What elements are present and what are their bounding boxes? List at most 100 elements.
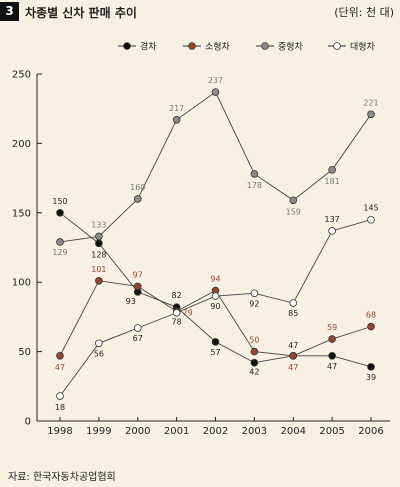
data-point xyxy=(172,116,181,124)
data-label: 42 xyxy=(249,368,259,377)
data-label: 18 xyxy=(55,403,65,412)
data-label: 78 xyxy=(172,318,182,327)
data-label: 150 xyxy=(52,197,67,206)
data-label: 159 xyxy=(286,207,301,216)
data-point xyxy=(367,215,375,224)
data-point xyxy=(56,238,64,246)
data-label: 128 xyxy=(91,250,106,259)
data-label: 137 xyxy=(324,215,339,224)
data-point xyxy=(172,308,181,317)
x-tick-label: 2001 xyxy=(164,426,189,437)
legend-label: 대형차 xyxy=(350,41,376,53)
data-point xyxy=(211,292,220,300)
data-label: 47 xyxy=(327,362,337,371)
data-labels: 150 128 93 82 57 42 47 47 39 47 101 97 79 94 50 47 59 68 1… xyxy=(52,76,378,412)
data-point xyxy=(133,324,142,332)
x-tick-label: 2002 xyxy=(203,426,228,437)
data-point xyxy=(250,170,259,178)
x-tick-label: 2003 xyxy=(242,426,267,437)
data-label: 59 xyxy=(327,323,337,332)
unit-label: (단위: 천 대) xyxy=(334,6,394,19)
legend-marker xyxy=(188,42,196,50)
axes: 0 50 100 150 200 250 1998 1999 2000 2001 2002 2003 2… xyxy=(12,70,390,437)
data-label: 217 xyxy=(169,104,184,113)
data-label: 92 xyxy=(249,299,259,308)
data-point xyxy=(250,347,259,356)
x-tick-label: 2005 xyxy=(319,426,344,437)
y-tick-label: 200 xyxy=(12,139,31,150)
data-label: 160 xyxy=(130,183,145,192)
data-point xyxy=(211,338,220,346)
data-label: 47 xyxy=(288,363,298,372)
data-label: 97 xyxy=(133,270,143,279)
legend-label: 중형차 xyxy=(278,41,304,53)
y-tick-label: 250 xyxy=(12,70,31,81)
x-tick-label: 2004 xyxy=(281,426,306,437)
data-point xyxy=(95,339,103,348)
data-label: 68 xyxy=(366,311,376,320)
chart-header: 3 차종별 신차 판매 추이 (단위: 천 대) xyxy=(0,0,400,24)
data-point xyxy=(289,351,298,360)
chart-title: 차종별 신차 판매 추이 xyxy=(25,6,137,20)
x-tick-label: 1998 xyxy=(47,426,72,437)
legend-marker xyxy=(123,42,131,50)
data-label: 145 xyxy=(363,204,378,213)
data-label: 85 xyxy=(288,309,298,318)
data-point xyxy=(328,351,336,360)
y-tick-label: 0 xyxy=(25,417,31,428)
data-label: 50 xyxy=(249,336,259,345)
source-note: 자료: 한국자동차공업협회 xyxy=(8,472,116,483)
data-point xyxy=(56,392,64,400)
data-label: 39 xyxy=(366,373,376,382)
data-point xyxy=(289,196,298,205)
data-label: 56 xyxy=(94,349,104,358)
data-label: 178 xyxy=(247,181,262,190)
data-point xyxy=(95,277,103,285)
data-point xyxy=(328,335,336,343)
data-label: 181 xyxy=(324,177,339,186)
data-label: 90 xyxy=(210,302,220,311)
data-label: 94 xyxy=(210,275,220,284)
data-label: 82 xyxy=(172,291,182,300)
legend: 경차 소형차 중형차 대형차 xyxy=(118,41,376,53)
x-tick-label: 1999 xyxy=(86,426,111,437)
data-point xyxy=(133,282,142,291)
data-label: 93 xyxy=(126,297,136,306)
data-point xyxy=(328,227,336,235)
data-label: 133 xyxy=(91,220,106,229)
x-tick-label: 2006 xyxy=(358,426,383,437)
data-point xyxy=(367,363,375,371)
data-label: 129 xyxy=(52,248,67,257)
data-label: 79 xyxy=(183,308,193,317)
data-point xyxy=(95,232,103,241)
data-label: 57 xyxy=(210,348,220,357)
data-point xyxy=(133,195,142,203)
data-label: 221 xyxy=(363,98,378,107)
series-points xyxy=(56,88,375,400)
data-label: 47 xyxy=(55,363,65,372)
data-point xyxy=(367,322,375,331)
legend-marker xyxy=(333,42,341,50)
data-point xyxy=(328,165,336,174)
data-point xyxy=(250,289,259,298)
data-point xyxy=(56,209,64,217)
y-tick-label: 50 xyxy=(18,347,31,358)
figure-number: 3 xyxy=(0,2,19,21)
data-point xyxy=(289,299,298,307)
legend-marker xyxy=(261,42,269,50)
data-point xyxy=(211,88,220,96)
x-tick-label: 2000 xyxy=(125,426,150,437)
data-point xyxy=(56,351,64,360)
data-point xyxy=(367,110,375,119)
y-tick-label: 100 xyxy=(12,278,31,289)
data-point xyxy=(95,239,103,248)
y-tick-label: 150 xyxy=(12,208,31,219)
legend-label: 경차 xyxy=(140,41,157,53)
data-label: 67 xyxy=(133,334,143,343)
legend-label: 소형차 xyxy=(205,41,231,53)
data-label: 47 xyxy=(288,341,298,350)
data-label: 101 xyxy=(91,265,106,274)
data-label: 237 xyxy=(208,76,223,85)
data-point xyxy=(250,358,259,367)
